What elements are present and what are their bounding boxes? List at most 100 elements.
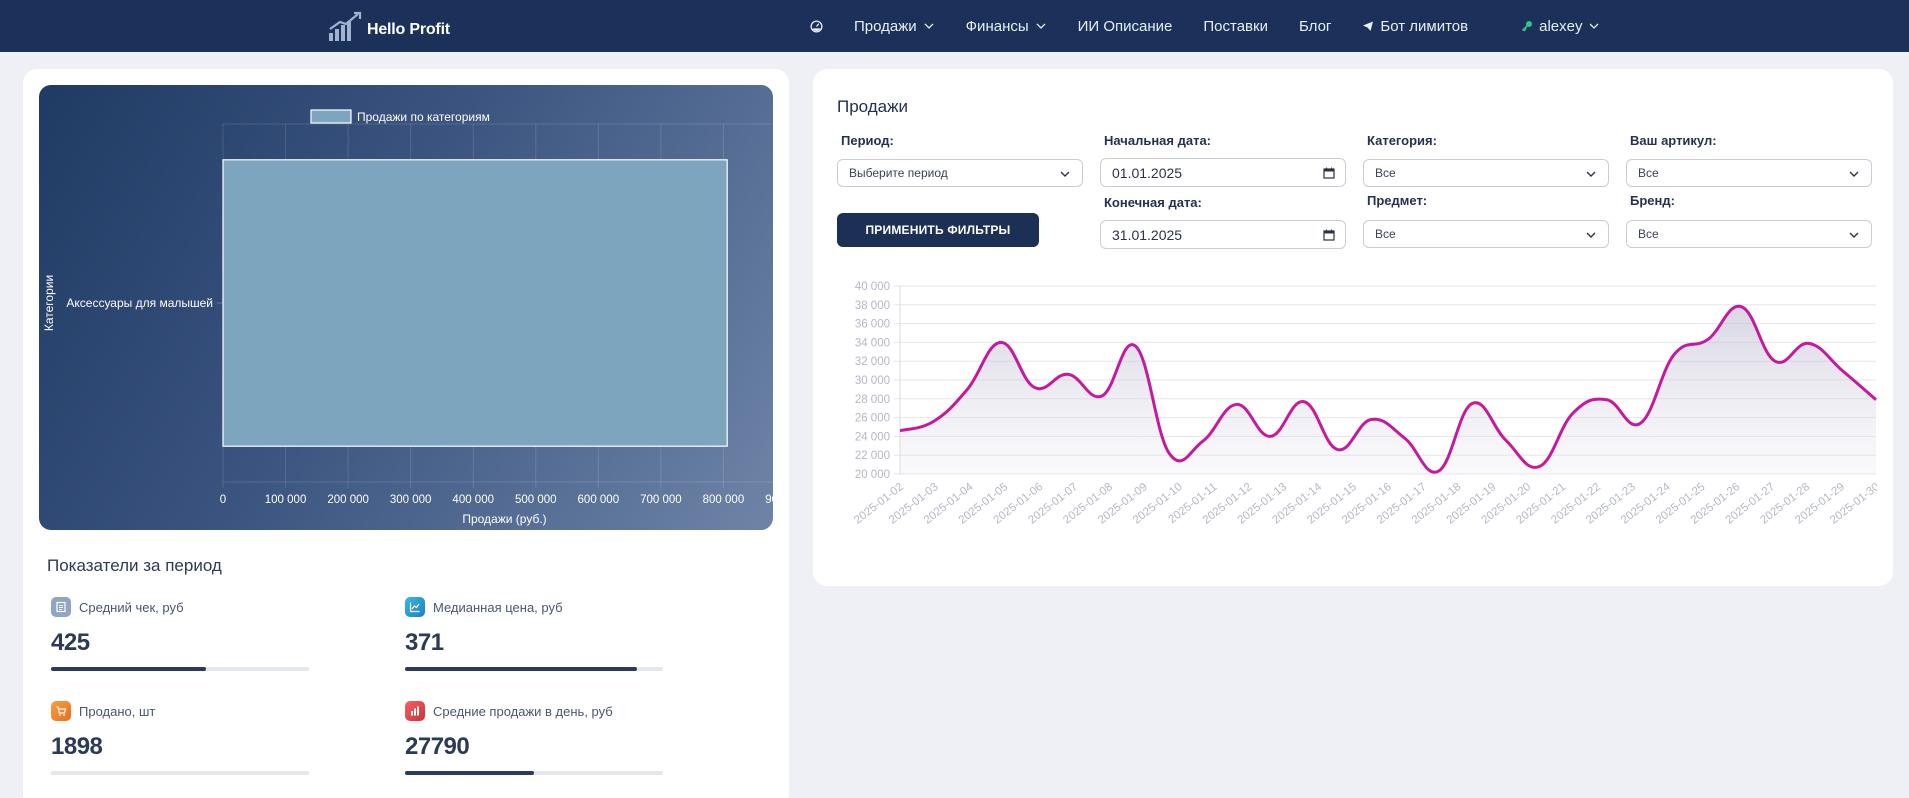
start-date-value: 01.01.2025 <box>1112 164 1183 181</box>
nav-ai-description-label: ИИ Описание <box>1077 17 1173 35</box>
user-menu[interactable]: alexey <box>1521 18 1600 35</box>
calendar-icon[interactable] <box>1323 229 1335 241</box>
metric-progress <box>405 771 663 775</box>
user-name: alexey <box>1539 17 1583 35</box>
subject-select[interactable]: Все <box>1363 220 1609 248</box>
y-tick-label: 38 000 <box>855 300 890 312</box>
metric-label: Медианная цена, руб <box>433 599 563 615</box>
category-bar-chart: Аксессуары для малышей 0 100 000 200 000 300… <box>39 85 773 530</box>
category-card: Аксессуары для малышей 0 100 000 200 000 300… <box>23 69 789 798</box>
chevron-down-icon <box>1586 232 1596 238</box>
category-select[interactable]: Все <box>1363 159 1609 187</box>
metric-sold-units: Продано, шт 1898 <box>51 701 309 775</box>
logo-growth-icon <box>329 11 362 41</box>
x-tick-label: 900 000 <box>765 494 773 506</box>
category-select-value: Все <box>1375 166 1396 180</box>
subject-label: Предмет: <box>1367 193 1428 208</box>
nav-blog[interactable]: Блог <box>1299 18 1331 35</box>
main-nav: Продажи Финансы ИИ Описание Поставки Бло… <box>810 0 1631 52</box>
end-date-value: 31.01.2025 <box>1112 226 1183 243</box>
nav-finance-label: Финансы <box>965 17 1029 35</box>
x-tick-label: 300 000 <box>390 494 432 506</box>
nav-sales[interactable]: Продажи <box>854 18 935 35</box>
y-tick-label: 34 000 <box>855 337 890 349</box>
x-tick-label: 200 000 <box>327 494 369 506</box>
metrics-title: Показатели за период <box>47 556 222 575</box>
category-label: Аксессуары для малышей <box>66 296 213 310</box>
chevron-down-icon <box>1590 23 1599 29</box>
x-tick-label: 400 000 <box>452 494 494 506</box>
period-select[interactable]: Выберите период <box>837 159 1083 187</box>
nav-sales-label: Продажи <box>854 17 917 35</box>
receipt-icon <box>51 597 71 617</box>
start-date-label: Начальная дата: <box>1104 133 1212 148</box>
legend-swatch <box>310 109 352 124</box>
apply-filters-button[interactable]: ПРИМЕНИТЬ ФИЛЬТРЫ <box>837 213 1039 247</box>
sales-line <box>899 304 1877 474</box>
x-tick-label: 600 000 <box>578 494 620 506</box>
chevron-down-icon <box>1586 171 1596 177</box>
metric-progress-fill <box>405 771 534 775</box>
chevron-down-icon <box>1849 171 1859 177</box>
y-axis-title: Категории <box>42 275 56 331</box>
metric-avg-daily-sales: Средние продажи в день, руб 27790 <box>405 701 663 775</box>
x-axis-title: Продажи (руб.) <box>462 512 546 526</box>
legend-label: Продажи по категориям <box>357 110 490 124</box>
logo-text: Hello Profit <box>367 21 450 38</box>
nav-ai-description[interactable]: ИИ Описание <box>1078 18 1173 35</box>
category-label: Категория: <box>1367 133 1437 148</box>
sales-area <box>900 306 1876 474</box>
metric-median-price: Медианная цена, руб 371 <box>405 597 663 671</box>
metric-label: Продано, шт <box>79 703 156 719</box>
cart-icon <box>51 701 71 721</box>
nav-finance[interactable]: Финансы <box>966 18 1047 35</box>
end-date-label: Конечная дата: <box>1104 195 1202 210</box>
period-label: Период: <box>841 133 894 148</box>
telegram-icon <box>1363 21 1374 31</box>
chevron-down-icon <box>1060 171 1070 177</box>
metric-value: 27790 <box>405 733 470 760</box>
sales-title: Продажи <box>837 97 908 116</box>
x-tick-label: 0 <box>220 494 226 506</box>
dashboard-icon <box>810 19 823 33</box>
end-date-input[interactable]: 31.01.2025 <box>1100 220 1346 249</box>
period-select-value: Выберите период <box>849 166 948 180</box>
bar-chart-icon <box>405 701 425 721</box>
metric-avg-check: Средний чек, руб 425 <box>51 597 309 671</box>
metric-value: 1898 <box>51 733 103 760</box>
metric-label: Средние продажи в день, руб <box>433 703 613 719</box>
brand-label: Бренд: <box>1630 193 1675 208</box>
metric-progress <box>51 667 309 671</box>
y-tick-label: 24 000 <box>855 431 890 443</box>
sales-card: Продажи Период: Выберите период ПРИМЕНИТ… <box>813 69 1893 586</box>
y-tick-label: 22 000 <box>855 450 890 462</box>
article-label: Ваш артикул: <box>1630 133 1717 148</box>
start-date-input[interactable]: 01.01.2025 <box>1100 158 1346 187</box>
x-tick-label: 500 000 <box>515 494 557 506</box>
chart-line-icon <box>405 597 425 617</box>
nav-limits-bot[interactable]: Бот лимитов <box>1362 18 1468 35</box>
nav-supplies[interactable]: Поставки <box>1203 18 1268 35</box>
chevron-down-icon <box>924 23 934 29</box>
sales-line-chart: 20 000 22 000 24 000 26 000 28 000 30 000 32 0… <box>852 281 1877 527</box>
x-tick-label: 800 000 <box>703 494 745 506</box>
nav-limits-bot-label: Бот лимитов <box>1380 17 1469 35</box>
x-tick-label: 700 000 <box>640 494 682 506</box>
nav-dashboard[interactable] <box>810 19 823 33</box>
metric-progress-fill <box>405 667 638 671</box>
top-navbar: Hello Profit Продажи Финансы ИИ Описание… <box>0 0 1909 52</box>
x-tick-label: 100 000 <box>265 494 307 506</box>
key-icon <box>1522 21 1533 32</box>
brand-select[interactable]: Все <box>1626 220 1872 248</box>
metric-value: 371 <box>405 629 444 656</box>
y-tick-label: 36 000 <box>855 319 890 331</box>
calendar-icon[interactable] <box>1323 167 1335 179</box>
bar-chart-svg: Аксессуары для малышей 0 100 000 200 000 300… <box>42 109 773 526</box>
article-select[interactable]: Все <box>1626 159 1872 187</box>
bar <box>222 159 728 447</box>
logo[interactable]: Hello Profit <box>327 9 450 43</box>
y-tick-label: 26 000 <box>855 413 890 425</box>
brand-select-value: Все <box>1638 227 1659 241</box>
metric-progress <box>405 667 663 671</box>
metric-value: 425 <box>51 629 90 656</box>
